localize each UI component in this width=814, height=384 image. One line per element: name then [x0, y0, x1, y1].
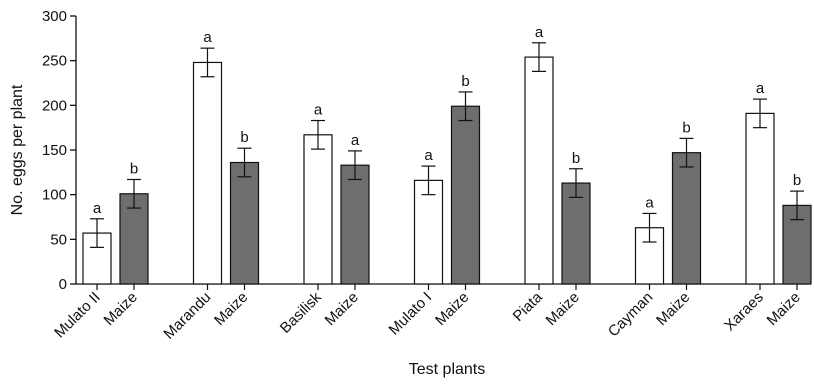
bar	[671, 152, 702, 285]
significance-letter: a	[535, 24, 544, 41]
x-tick-label: Maize	[764, 289, 804, 329]
bar	[561, 182, 591, 285]
y-tick-label: 100	[42, 187, 67, 204]
bar	[450, 105, 481, 285]
bar	[413, 179, 444, 285]
x-axis-label: Test plants	[409, 361, 485, 378]
bar	[229, 161, 260, 285]
x-tick-label: Maize	[322, 289, 362, 329]
x-tick-label: Maize	[432, 289, 472, 329]
x-tick-label: Piata	[510, 288, 547, 325]
bar	[119, 193, 149, 285]
bar	[192, 61, 223, 285]
x-tick-label: Basilisk	[277, 288, 325, 336]
y-tick-label: 0	[59, 276, 67, 293]
x-tick-label: Maize	[101, 289, 141, 329]
x-tick-label: Maize	[653, 289, 693, 329]
significance-letter: a	[645, 194, 654, 211]
x-tick-label: Maize	[543, 289, 583, 329]
significance-letter: a	[351, 132, 360, 149]
significance-letter: b	[461, 73, 469, 90]
y-tick-label: 250	[42, 53, 67, 70]
significance-letter: a	[756, 80, 765, 97]
y-axis: 0 50 100 150 200 250 300	[42, 8, 77, 293]
significance-letter: a	[93, 200, 102, 217]
y-tick-label: 300	[42, 8, 67, 25]
significance-letter: b	[130, 160, 138, 177]
bars: a b a b a a a b a b a b a b	[82, 24, 812, 285]
bar	[340, 164, 370, 285]
significance-letter: a	[424, 147, 433, 164]
bar	[745, 112, 775, 285]
significance-letter: b	[572, 150, 580, 167]
y-tick-label: 50	[50, 231, 67, 248]
significance-letter: b	[240, 129, 248, 146]
bar	[303, 134, 333, 285]
bar	[524, 56, 554, 285]
y-tick-label: 200	[42, 97, 67, 114]
x-tick-label: Maize	[211, 289, 251, 329]
significance-letter: a	[203, 29, 212, 46]
significance-letter: b	[793, 172, 801, 189]
x-tick-label: Mulato I	[386, 289, 436, 339]
x-tick-label: Marandu	[160, 289, 214, 343]
y-axis-label: No. eggs per plant	[9, 84, 26, 215]
x-tick-label: Mulato II	[51, 289, 104, 342]
y-tick-label: 150	[42, 142, 67, 159]
significance-letter: b	[682, 119, 690, 136]
x-tick-label: Cayman	[605, 289, 657, 341]
x-tick-label: Xaraes	[721, 289, 767, 335]
significance-letter: a	[314, 102, 323, 119]
